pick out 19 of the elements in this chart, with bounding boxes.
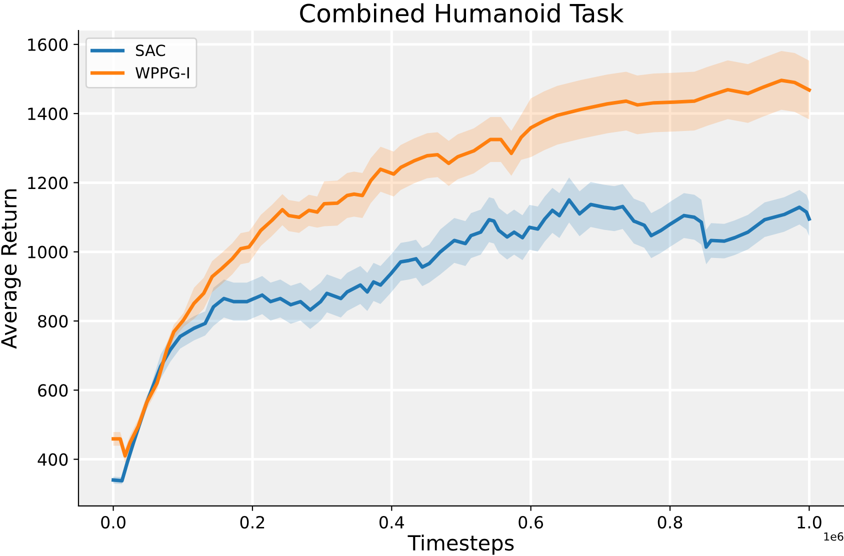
- x-tick-label: 0.2: [240, 516, 264, 529]
- y-tick-label: 600: [38, 384, 68, 397]
- x-axis-title: Timesteps: [408, 534, 514, 555]
- y-tick-label: 1400: [28, 108, 68, 120]
- y-tick-label: 1000: [28, 246, 68, 258]
- x-tick-label: 0.6: [518, 516, 544, 529]
- chart-title: Combined Humanoid Task: [300, 3, 624, 23]
- x-tick-label: 0.4: [380, 516, 404, 529]
- y-tick-label: 1600: [28, 38, 68, 51]
- legend-label: SAC: [136, 44, 166, 56]
- legend-label: WPPG-I: [136, 67, 189, 79]
- y-tick-label: 400: [38, 453, 68, 466]
- y-tick-label: 800: [38, 314, 68, 328]
- x-tick-label: 0.0: [101, 516, 126, 529]
- x-tick-label: 0.8: [658, 516, 682, 529]
- y-axis-title: Average Return: [1, 189, 21, 349]
- y-tick-label: 1200: [28, 176, 68, 190]
- x-tick-label: 1.0: [798, 516, 822, 529]
- text: 1e6: [824, 532, 844, 541]
